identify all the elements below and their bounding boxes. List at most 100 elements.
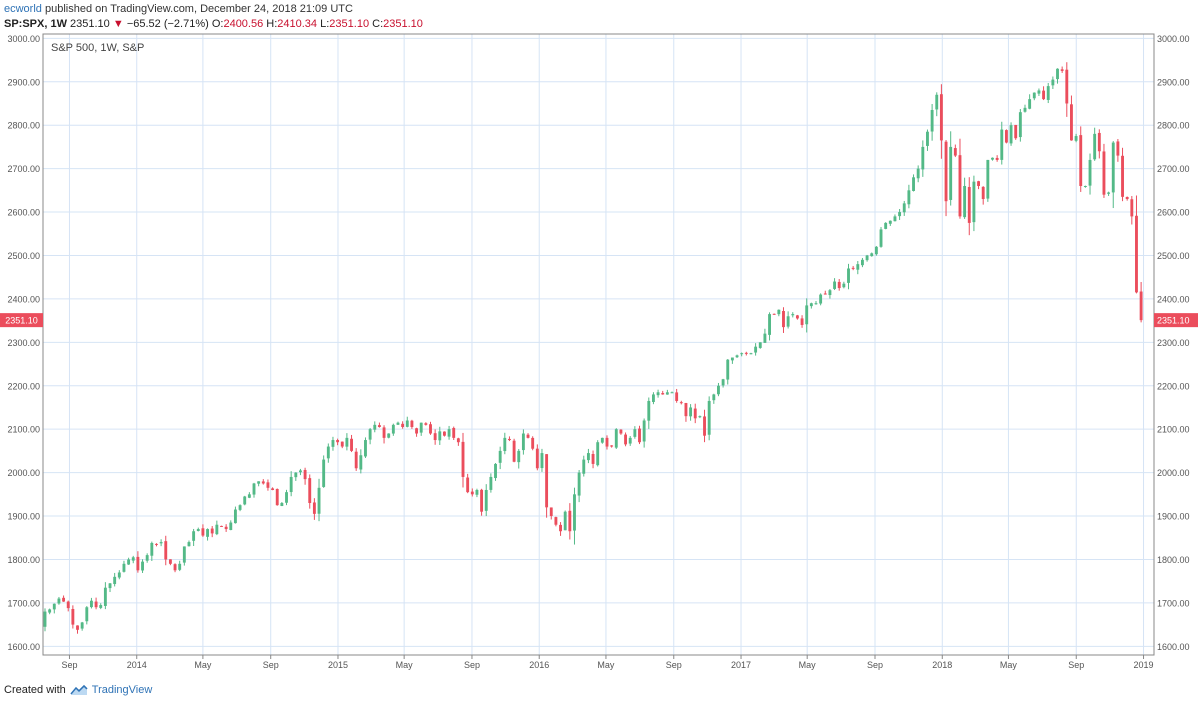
candle-body <box>99 605 103 608</box>
candle-body <box>986 159 990 199</box>
candle-body <box>874 246 878 255</box>
candle-body <box>772 313 776 315</box>
candle-body <box>52 603 56 610</box>
candle-body <box>317 487 321 514</box>
y-tick-label-left: 2600.00 <box>7 208 40 218</box>
candle-body <box>782 310 785 328</box>
candle-body <box>247 494 251 498</box>
candle-body <box>730 357 734 361</box>
last-price-label-left: 2351.10 <box>5 316 38 326</box>
candle-body <box>800 318 804 325</box>
candle-body <box>364 440 367 457</box>
candle-body <box>164 541 168 560</box>
candle-body <box>893 216 897 222</box>
candle-body <box>215 524 219 535</box>
candle-body <box>442 431 446 436</box>
candle-body <box>368 429 372 440</box>
candle-body <box>814 303 818 305</box>
high-label: H: <box>266 18 278 30</box>
tradingview-link[interactable]: TradingView <box>91 684 153 696</box>
candle-body <box>540 453 544 469</box>
x-tick-label: Sep <box>464 660 480 670</box>
candle-body <box>1102 151 1106 195</box>
candle-body <box>494 463 497 479</box>
candle-body <box>475 489 479 495</box>
candle-body <box>1111 142 1115 193</box>
candle-body <box>1079 135 1083 186</box>
symbol-summary: SP:SPX, 1W 2351.10 ▼ −65.52 (−2.71%) O:2… <box>4 18 423 30</box>
candle-body <box>1004 130 1008 143</box>
candle-body <box>596 442 600 466</box>
candle-body <box>85 607 89 622</box>
y-tick-label-right: 2700.00 <box>1157 164 1190 174</box>
candle-body <box>545 454 549 508</box>
candle-body <box>220 525 223 527</box>
candle-body <box>809 303 813 307</box>
candle-body <box>238 505 242 510</box>
candle-body <box>628 437 632 444</box>
candle-body <box>433 433 437 441</box>
candle-body <box>168 559 172 564</box>
candle-body <box>749 353 753 355</box>
y-tick-label-left: 2700.00 <box>7 164 40 174</box>
y-tick-label-right: 1900.00 <box>1157 512 1190 522</box>
candle-body <box>387 433 391 438</box>
candle-body <box>233 509 237 524</box>
candle-body <box>944 141 948 202</box>
candle-body <box>614 429 618 448</box>
candle-body <box>173 564 177 571</box>
candle-body <box>122 563 126 572</box>
candle-body <box>939 94 943 141</box>
x-tick-label: 2014 <box>127 660 147 670</box>
candle-body <box>1121 155 1124 197</box>
change-value: −65.52 (−2.71%) <box>126 18 209 30</box>
close-label: C: <box>372 18 384 30</box>
candle-body <box>243 496 247 505</box>
candle-body <box>703 416 706 436</box>
candle-body <box>638 428 641 443</box>
candle-body <box>289 476 293 493</box>
y-tick-label-left: 2000.00 <box>7 468 40 478</box>
candle-body <box>679 402 683 404</box>
y-tick-label-left: 2200.00 <box>7 381 40 391</box>
candle-body <box>698 416 702 418</box>
candle-body <box>837 281 841 289</box>
candle-body <box>656 392 660 396</box>
candle-body <box>610 445 614 447</box>
candle-body <box>991 157 994 160</box>
candle-body <box>345 437 349 447</box>
candle-body <box>963 185 967 218</box>
author-link[interactable]: ecworld <box>4 3 42 15</box>
x-tick-label: 2017 <box>731 660 751 670</box>
candle-body <box>229 522 233 530</box>
candle-body <box>791 314 795 316</box>
y-tick-label-right: 2100.00 <box>1157 425 1190 435</box>
y-tick-label-left: 1800.00 <box>7 555 40 565</box>
candle-body <box>224 526 228 530</box>
y-tick-label-right: 2300.00 <box>1157 338 1190 348</box>
candle-body <box>554 517 558 525</box>
chart-title: S&P 500, 1W, S&P <box>51 42 144 54</box>
candle-body <box>842 283 846 288</box>
candle-body <box>299 470 302 473</box>
candle-body <box>823 293 827 295</box>
candle-body <box>642 420 646 442</box>
candle-body <box>1107 192 1111 194</box>
candle-body <box>103 587 107 606</box>
y-tick-label-left: 1600.00 <box>7 642 40 652</box>
candle-body <box>396 422 400 425</box>
candle-body <box>1088 159 1092 186</box>
open-label: O: <box>211 18 224 30</box>
candle-body <box>763 333 767 343</box>
candle-body <box>879 229 883 247</box>
candle-body <box>902 203 906 213</box>
candle-body <box>150 542 154 556</box>
candle-body <box>1018 112 1022 138</box>
candle-body <box>136 556 140 571</box>
candle-body <box>303 469 307 480</box>
candle-body <box>884 222 888 229</box>
y-tick-label-left: 2400.00 <box>7 294 40 304</box>
candle-body <box>438 431 442 441</box>
candle-body <box>758 342 762 348</box>
